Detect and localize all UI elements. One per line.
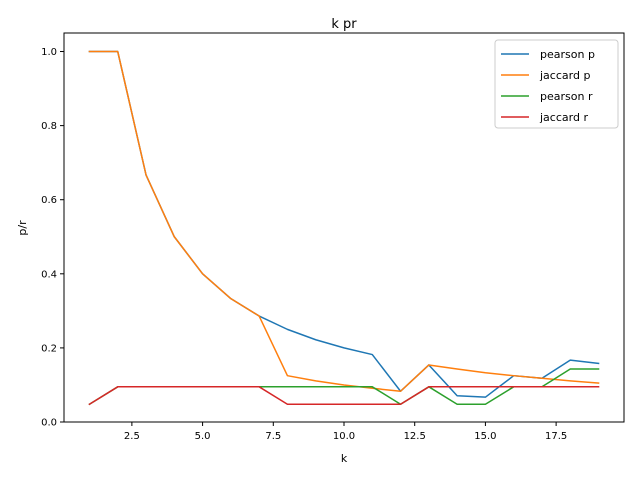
series-layer: [88, 50, 600, 406]
y-axis-label: p/r: [16, 220, 29, 236]
x-tick-label: 5.0: [195, 431, 211, 442]
y-tick-label: 0.2: [41, 343, 57, 354]
legend-label-1: jaccard p: [539, 69, 590, 82]
x-tick-label: 17.5: [545, 431, 567, 442]
y-tick-label: 0.0: [41, 418, 57, 429]
chart-title: k pr: [331, 17, 357, 32]
legend-label-0: pearson p: [540, 48, 595, 61]
legend: pearson p jaccard p pearson r jaccard r: [494, 39, 619, 129]
series-line-3: [88, 386, 600, 406]
x-tick-label: 2.5: [124, 431, 140, 442]
series-line-1: [88, 50, 600, 392]
y-tick-label: 0.4: [41, 269, 57, 280]
y-tick-label: 0.8: [41, 121, 57, 132]
x-axis-ticks: 2.5 5.0 7.5 10.0 12.5 15.0 17.5: [124, 422, 567, 442]
legend-label-3: jaccard r: [539, 111, 588, 124]
x-axis-label: k: [341, 452, 348, 465]
x-tick-label: 15.0: [474, 431, 496, 442]
legend-label-2: pearson r: [540, 90, 593, 103]
y-tick-label: 1.0: [41, 47, 57, 58]
y-tick-label: 0.6: [41, 195, 57, 206]
y-axis-ticks: 0.0 0.2 0.4 0.6 0.8 1.0: [41, 47, 64, 429]
legend-items: pearson p jaccard p pearson r jaccard r: [501, 48, 595, 124]
x-tick-label: 12.5: [404, 431, 426, 442]
x-tick-label: 7.5: [265, 431, 281, 442]
x-tick-label: 10.0: [333, 431, 355, 442]
legend-box: [494, 39, 619, 129]
